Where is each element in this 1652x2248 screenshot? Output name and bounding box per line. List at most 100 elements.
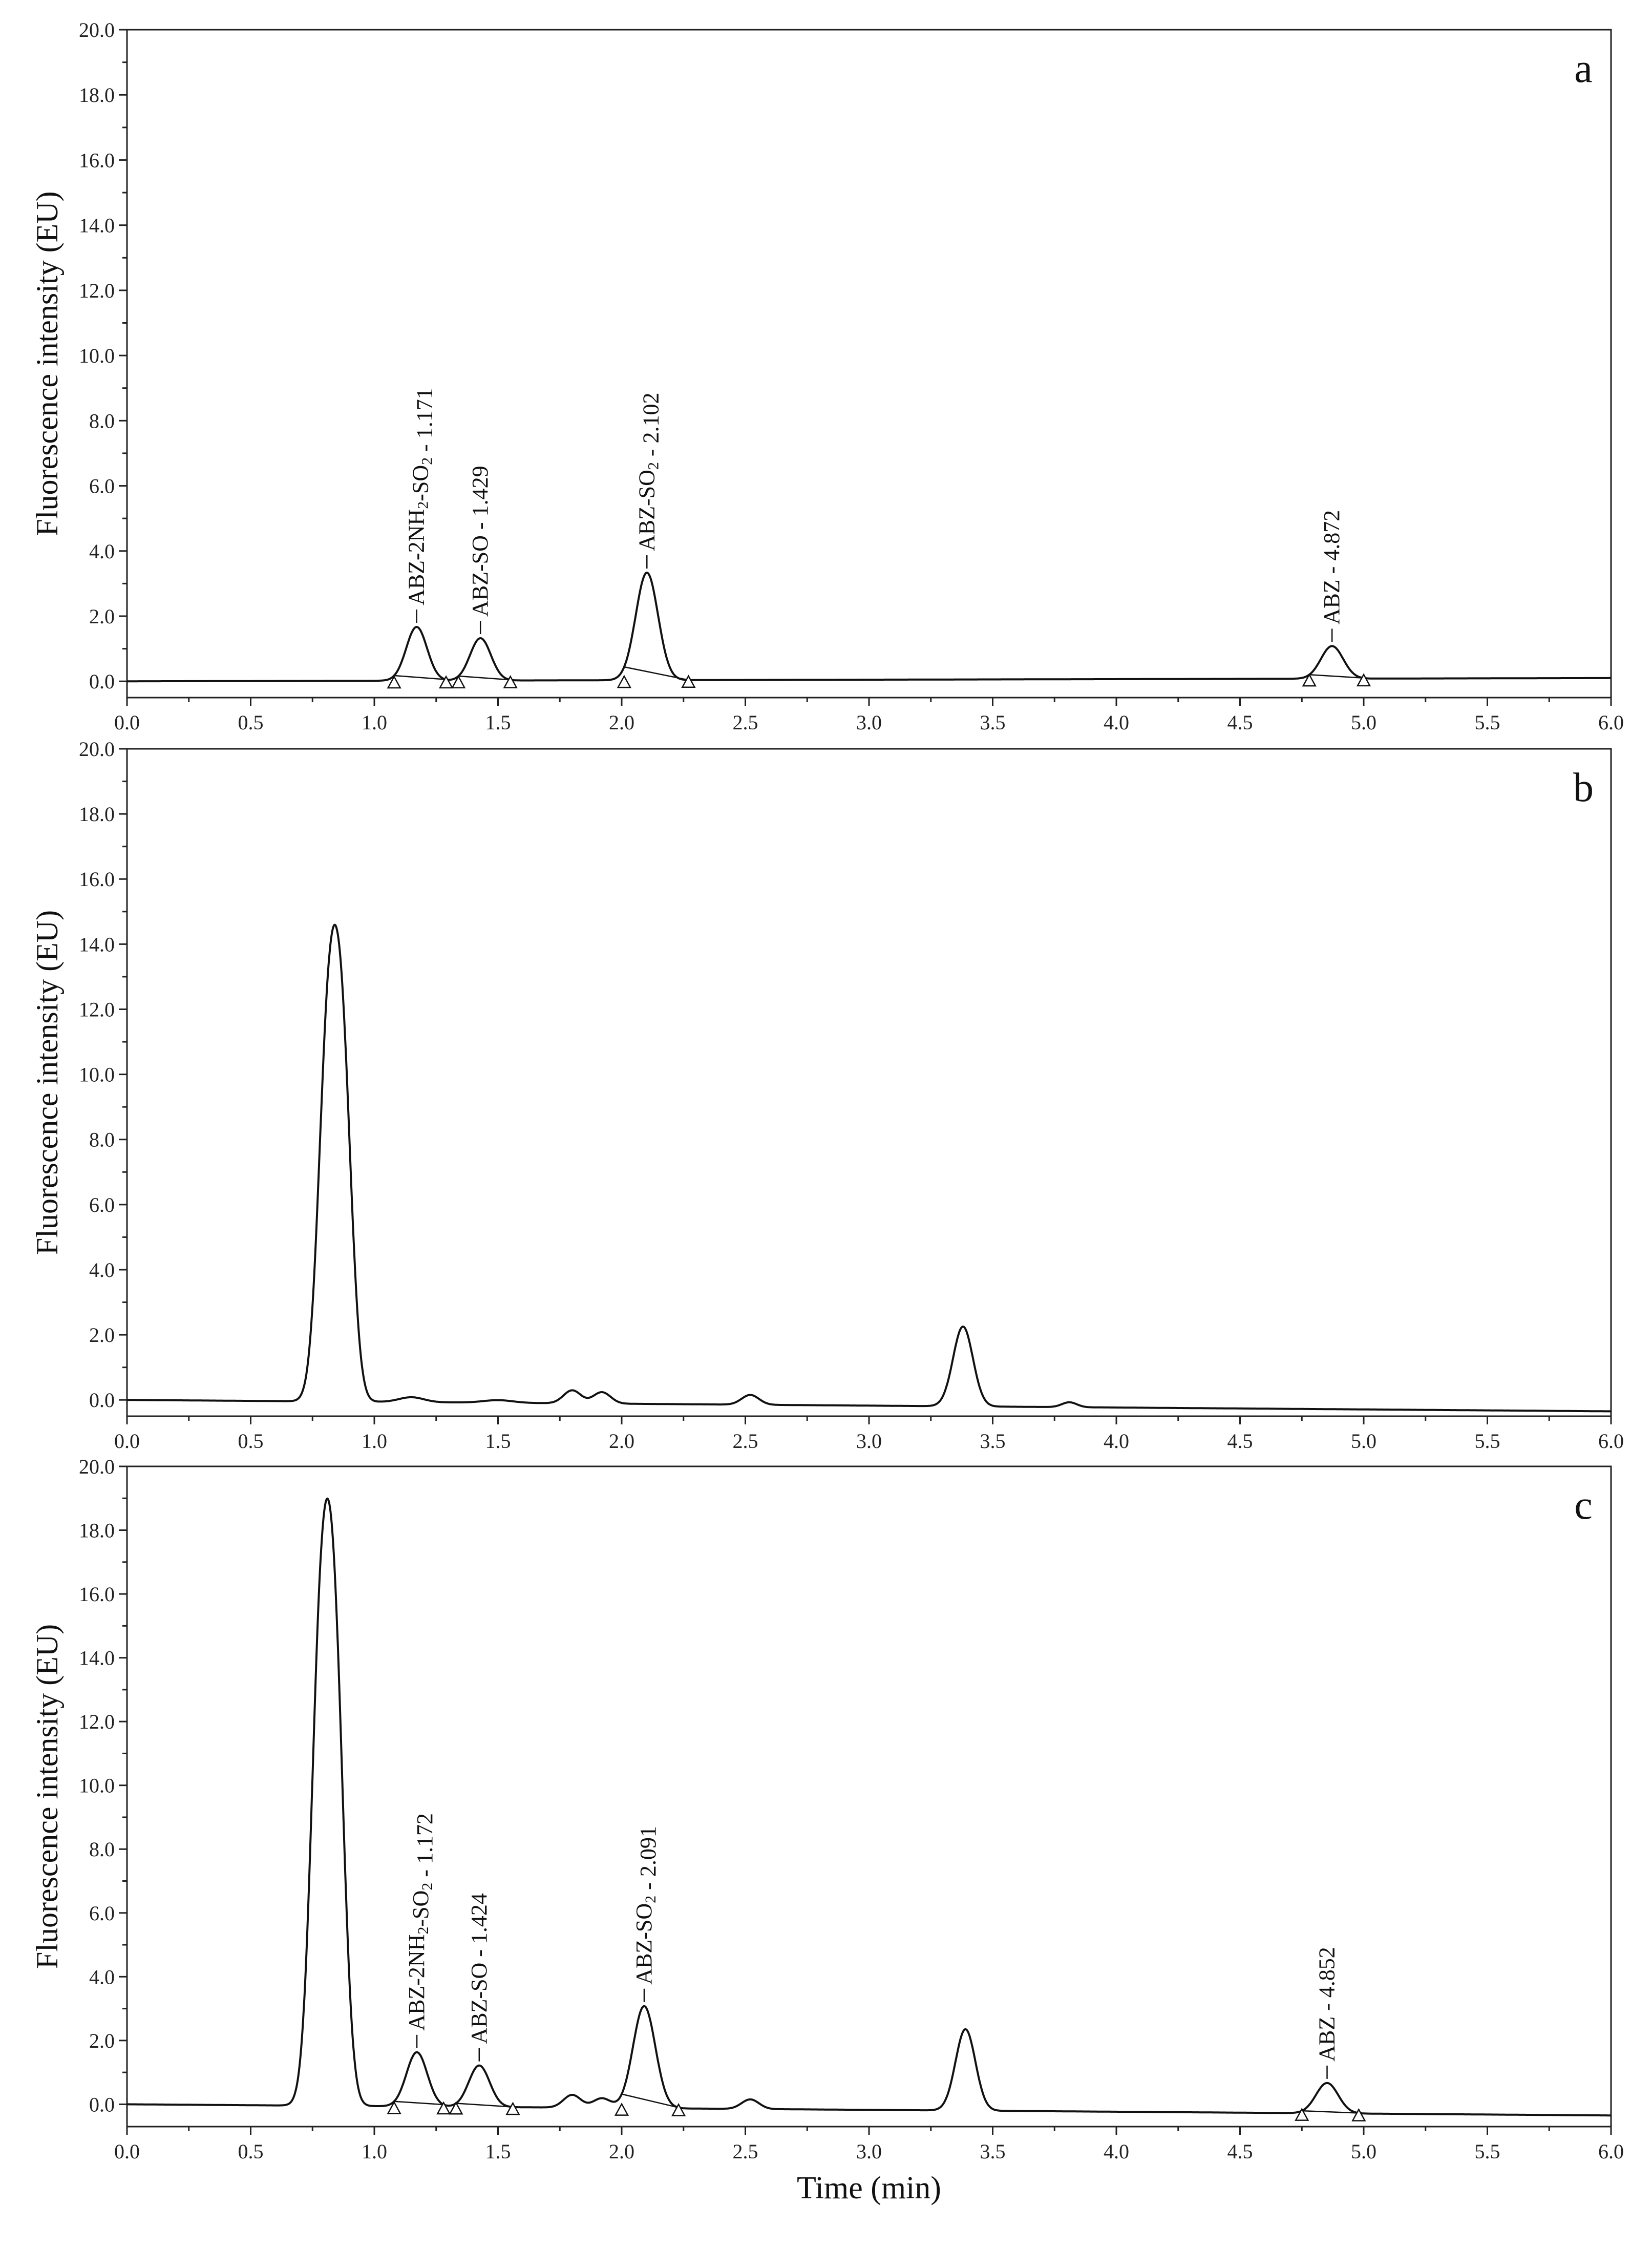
y-tick-label: 6.0: [89, 1902, 115, 1925]
x-tick-label: 0.5: [238, 2140, 264, 2163]
x-tick-label: 5.5: [1475, 2140, 1500, 2163]
panel-a: 0.0 2.0 4.0 6.0 8.0 10.0 12.0 14.0 16.0 18.0 20.0 0…: [30, 18, 1624, 734]
panel-label: a: [1574, 46, 1593, 91]
x-tick-label: 1.0: [362, 711, 387, 734]
y-tick-label: 14.0: [79, 1647, 115, 1670]
y-tick-label: 18.0: [79, 803, 115, 826]
x-tick-label: 5.0: [1351, 711, 1376, 734]
y-axis-label: Fluorescence intensity (EU): [30, 191, 64, 536]
x-tick-label: 2.5: [733, 1430, 758, 1453]
x-tick-label: 2.0: [609, 2140, 634, 2163]
y-tick-label: 6.0: [89, 475, 115, 498]
peak-boundary-marker: [387, 2100, 401, 2114]
x-tick-label: 2.5: [733, 711, 758, 734]
integration-baseline: [456, 2103, 513, 2108]
y-tick-label: 18.0: [79, 1519, 115, 1542]
peak-label: ABZ - 4.872: [1319, 510, 1344, 625]
y-tick-label: 8.0: [89, 409, 115, 432]
y-tick-label: 0.0: [89, 1389, 115, 1412]
x-tick-label: 0.0: [114, 711, 140, 734]
peak-boundary-marker: [671, 2103, 686, 2116]
chromatogram-trace: [126, 923, 1612, 1413]
y-tick-label: 0.0: [89, 2093, 115, 2116]
panel-b: 0.0 2.0 4.0 6.0 8.0 10.0 12.0 14.0 16.0 18.0 20.0 0…: [30, 738, 1624, 1453]
x-tick-label: 4.5: [1227, 2140, 1253, 2163]
y-tick-label: 2.0: [89, 605, 115, 628]
peak-label: ABZ-SO - 1.429: [468, 466, 493, 617]
plot-frame: [126, 748, 1612, 1417]
x-tick-label: 5.0: [1351, 2140, 1376, 2163]
x-tick-label: 4.0: [1104, 1430, 1129, 1453]
peak-boundary-marker: [1295, 2108, 1309, 2121]
x-tick-label: 3.5: [980, 2140, 1006, 2163]
x-tick-label: 2.0: [609, 711, 634, 734]
y-tick-label: 12.0: [79, 1710, 115, 1733]
y-tick-label: 4.0: [89, 1258, 115, 1281]
x-tick-label: 3.0: [856, 711, 882, 734]
y-axis-label: Fluorescence intensity (EU): [30, 1624, 64, 1969]
y-tick-label: 12.0: [79, 279, 115, 302]
integration-baseline: [1309, 674, 1364, 679]
peak-boundary-marker: [1351, 2108, 1366, 2121]
peak-label: ABZ-SO - 1.424: [467, 1893, 492, 2044]
integration-baseline: [394, 2100, 444, 2106]
y-tick-label: 20.0: [79, 738, 115, 761]
y-tick-label: 16.0: [79, 868, 115, 891]
y-tick-label: 0.0: [89, 670, 115, 693]
chromatogram-trace: [126, 572, 1612, 683]
panel-c: 0.0 2.0 4.0 6.0 8.0 10.0 12.0 14.0 16.0 18.0 20.0 0…: [30, 1455, 1624, 2205]
x-tick-label: 1.0: [362, 1430, 387, 1453]
peak-boundary-marker: [449, 2101, 463, 2115]
plot-frame: [126, 29, 1612, 699]
x-tick-label: 6.0: [1598, 1430, 1624, 1453]
x-tick-label: 1.5: [485, 1430, 511, 1453]
y-tick-label: 2.0: [89, 1323, 115, 1347]
y-tick-label: 6.0: [89, 1193, 115, 1216]
y-tick-label: 12.0: [79, 998, 115, 1021]
peak-label: ABZ - 4.852: [1315, 1947, 1340, 2062]
y-tick-label: 14.0: [79, 214, 115, 237]
y-tick-label: 20.0: [79, 18, 115, 41]
x-tick-label: 4.5: [1227, 1430, 1253, 1453]
peak-label: ABZ-SO2 - 2.102: [634, 392, 663, 551]
y-tick-label: 20.0: [79, 1455, 115, 1478]
plot-frame: [126, 1465, 1612, 2128]
x-tick-label: 0.5: [238, 1430, 264, 1453]
x-tick-label: 3.5: [980, 711, 1006, 734]
y-tick-label: 8.0: [89, 1838, 115, 1861]
x-tick-label: 4.5: [1227, 711, 1253, 734]
peak-label: ABZ-2NH2-SO2 - 1.172: [404, 1813, 437, 2031]
peak-boundary-marker: [681, 675, 696, 688]
x-tick-label: 5.5: [1475, 1430, 1500, 1453]
chromatogram-trace: [126, 1497, 1612, 2117]
peak-boundary-marker: [505, 2102, 520, 2115]
peak-boundary-marker: [617, 675, 631, 688]
y-tick-label: 4.0: [89, 1965, 115, 1988]
x-tick-label: 1.0: [362, 2140, 387, 2163]
x-tick-label: 2.0: [609, 1430, 634, 1453]
integration-baseline: [1302, 2110, 1359, 2114]
integration-baseline: [621, 2093, 679, 2109]
y-tick-label: 8.0: [89, 1128, 115, 1151]
integration-baseline: [394, 675, 447, 680]
x-tick-label: 3.0: [856, 2140, 882, 2163]
peak-boundary-marker: [1302, 673, 1317, 687]
peak-boundary-marker: [438, 675, 454, 689]
y-tick-label: 10.0: [79, 1774, 115, 1797]
peak-label: ABZ-2NH2-SO2 - 1.171: [404, 388, 437, 605]
x-tick-label: 0.5: [238, 711, 264, 734]
y-tick-label: 4.0: [89, 540, 115, 563]
y-tick-label: 10.0: [79, 344, 115, 367]
x-tick-label: 4.0: [1104, 711, 1129, 734]
x-tick-label: 2.5: [733, 2140, 758, 2163]
integration-baseline: [458, 675, 511, 681]
integration-baseline: [624, 666, 689, 681]
y-tick-label: 10.0: [79, 1063, 115, 1086]
y-tick-label: 2.0: [89, 2029, 115, 2052]
x-tick-label: 1.5: [485, 711, 511, 734]
peak-boundary-marker: [614, 2103, 629, 2116]
x-tick-label: 1.5: [485, 2140, 511, 2163]
x-tick-label: 4.0: [1104, 2140, 1129, 2163]
peak-boundary-marker: [436, 2101, 451, 2115]
x-tick-label: 5.0: [1351, 1430, 1376, 1453]
